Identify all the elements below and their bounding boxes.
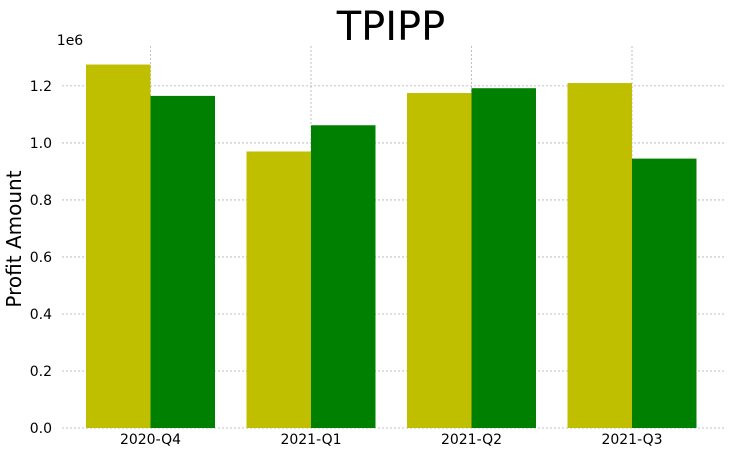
y-tick-label: 1.2: [30, 79, 52, 95]
x-tick-label: 2020-Q4: [120, 432, 181, 448]
y-tick-label: 0.8: [30, 193, 52, 209]
x-tick-label: 2021-Q2: [441, 432, 502, 448]
bar-series-1: [86, 64, 151, 429]
bar-series-2: [632, 158, 697, 428]
x-tick-label: 2021-Q3: [601, 432, 662, 448]
y-tick-label: 0.4: [30, 307, 52, 323]
y-axis-label: Profit Amount: [2, 170, 26, 307]
y-axis-scale-label: 1e6: [57, 33, 84, 49]
y-tick-label: 1.0: [30, 136, 52, 152]
bar-series-2: [471, 88, 536, 429]
x-tick-label: 2021-Q1: [280, 432, 341, 448]
bar-series-1: [567, 83, 632, 429]
bar-series-2: [150, 95, 215, 428]
bar-series-1: [407, 93, 472, 428]
y-tick-label: 0.6: [30, 250, 52, 266]
chart-title: TPIPP: [336, 4, 446, 50]
bar-series-1: [246, 151, 311, 429]
y-tick-label: 0.2: [30, 364, 52, 380]
y-tick-label: 0.0: [30, 421, 52, 437]
bar-series-2: [311, 125, 376, 429]
